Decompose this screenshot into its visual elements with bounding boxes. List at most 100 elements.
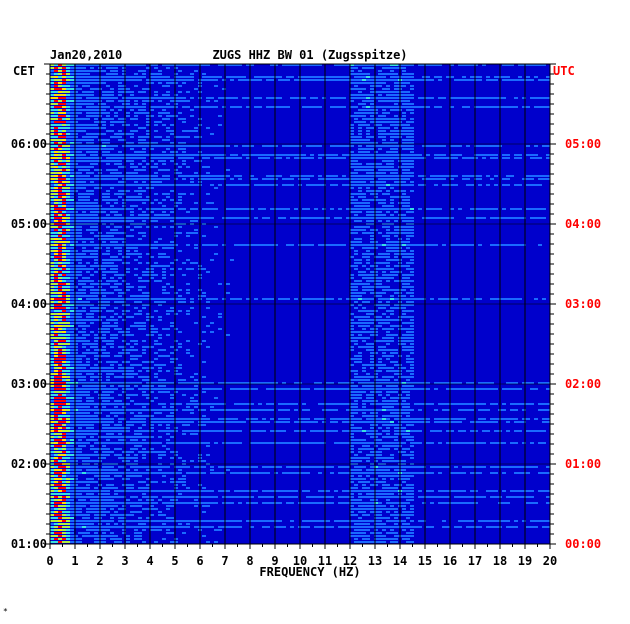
heatmap-cell bbox=[330, 184, 334, 186]
heatmap-cell bbox=[522, 403, 526, 405]
heatmap-cell bbox=[426, 382, 430, 384]
heatmap-cell bbox=[278, 154, 282, 156]
heatmap-cell bbox=[366, 331, 370, 333]
heatmap-cell bbox=[354, 88, 358, 90]
heatmap-cell bbox=[54, 379, 58, 381]
heatmap-cell bbox=[382, 304, 386, 306]
heatmap-cell bbox=[362, 286, 366, 288]
heatmap-cell bbox=[142, 151, 146, 153]
heatmap-cell bbox=[518, 208, 522, 210]
heatmap-cell bbox=[406, 349, 410, 351]
heatmap-cell bbox=[254, 409, 258, 411]
heatmap-cell bbox=[62, 250, 66, 252]
heatmap-cell bbox=[442, 178, 446, 180]
heatmap-cell bbox=[110, 88, 114, 90]
heatmap-cell bbox=[94, 307, 98, 309]
heatmap-cell bbox=[450, 178, 454, 180]
heatmap-cell bbox=[110, 277, 114, 279]
heatmap-cell bbox=[318, 157, 322, 159]
heatmap-cell bbox=[78, 271, 82, 273]
heatmap-cell bbox=[58, 304, 62, 306]
heatmap-cell bbox=[74, 232, 78, 234]
heatmap-cell bbox=[370, 169, 374, 171]
heatmap-cell bbox=[146, 292, 150, 294]
heatmap-cell bbox=[390, 130, 394, 132]
heatmap-cell bbox=[54, 220, 58, 222]
heatmap-cell bbox=[166, 193, 170, 195]
heatmap-cell bbox=[202, 331, 206, 333]
heatmap-cell bbox=[130, 355, 134, 357]
heatmap-cell bbox=[382, 409, 386, 411]
heatmap-cell bbox=[134, 268, 138, 270]
heatmap-cell bbox=[94, 79, 98, 81]
heatmap-cell bbox=[86, 358, 90, 360]
heatmap-cell bbox=[190, 79, 194, 81]
heatmap-cell bbox=[354, 241, 358, 243]
heatmap-cell bbox=[306, 64, 310, 66]
heatmap-cell bbox=[366, 262, 370, 264]
heatmap-cell bbox=[194, 175, 198, 177]
heatmap-cell bbox=[410, 190, 414, 192]
heatmap-cell bbox=[94, 127, 98, 129]
heatmap-cell bbox=[258, 79, 262, 81]
heatmap-cell bbox=[358, 88, 362, 90]
heatmap-cell bbox=[354, 376, 358, 378]
heatmap-cell bbox=[122, 376, 126, 378]
heatmap-cell bbox=[510, 409, 514, 411]
heatmap-cell bbox=[138, 145, 142, 147]
heatmap-cell bbox=[78, 262, 82, 264]
heatmap-cell bbox=[114, 241, 118, 243]
heatmap-cell bbox=[122, 199, 126, 201]
heatmap-cell bbox=[394, 403, 398, 405]
heatmap-cell bbox=[490, 106, 494, 108]
heatmap-cell bbox=[386, 100, 390, 102]
heatmap-cell bbox=[118, 370, 122, 372]
heatmap-cell bbox=[190, 355, 194, 357]
heatmap-cell bbox=[178, 346, 182, 348]
heatmap-cell bbox=[386, 67, 390, 69]
heatmap-cell bbox=[134, 103, 138, 105]
heatmap-cell bbox=[126, 298, 130, 300]
heatmap-cell bbox=[402, 124, 406, 126]
heatmap-cell bbox=[350, 67, 354, 69]
heatmap-cell bbox=[362, 319, 366, 321]
heatmap-cell bbox=[122, 346, 126, 348]
heatmap-cell bbox=[162, 217, 166, 219]
heatmap-cell bbox=[66, 265, 70, 267]
heatmap-cell bbox=[370, 106, 374, 108]
heatmap-cell bbox=[402, 85, 406, 87]
heatmap-cell bbox=[382, 112, 386, 114]
heatmap-cell bbox=[106, 85, 110, 87]
heatmap-cell bbox=[86, 316, 90, 318]
heatmap-cell bbox=[78, 220, 82, 222]
heatmap-cell bbox=[406, 178, 410, 180]
heatmap-cell bbox=[290, 64, 294, 66]
heatmap-cell bbox=[58, 409, 62, 411]
heatmap-cell bbox=[206, 301, 210, 303]
heatmap-cell bbox=[430, 175, 434, 177]
heatmap-cell bbox=[362, 88, 366, 90]
heatmap-cell bbox=[382, 205, 386, 207]
heatmap-cell bbox=[358, 346, 362, 348]
heatmap-cell bbox=[86, 385, 90, 387]
heatmap-cell bbox=[106, 373, 110, 375]
heatmap-cell bbox=[470, 244, 474, 246]
heatmap-cell bbox=[66, 145, 70, 147]
heatmap-cell bbox=[50, 67, 54, 69]
heatmap-cell bbox=[82, 148, 86, 150]
heatmap-cell bbox=[390, 142, 394, 144]
heatmap-cell bbox=[218, 409, 222, 411]
heatmap-cell bbox=[162, 208, 166, 210]
heatmap-cell bbox=[106, 319, 110, 321]
heatmap-cell bbox=[54, 307, 58, 309]
heatmap-cell bbox=[66, 214, 70, 216]
heatmap-cell bbox=[70, 154, 74, 156]
heatmap-cell bbox=[126, 286, 130, 288]
heatmap-cell bbox=[114, 361, 118, 363]
heatmap-cell bbox=[142, 214, 146, 216]
heatmap-cell bbox=[106, 79, 110, 81]
heatmap-cell bbox=[386, 304, 390, 306]
heatmap-cell bbox=[406, 100, 410, 102]
heatmap-cell bbox=[62, 295, 66, 297]
heatmap-cell bbox=[410, 373, 414, 375]
